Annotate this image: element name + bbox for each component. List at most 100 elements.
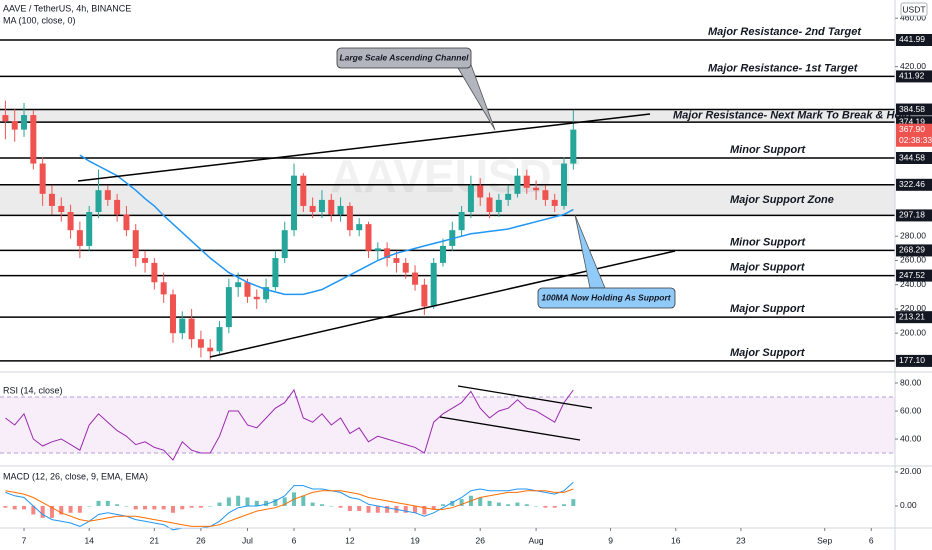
macd-hist xyxy=(515,502,520,506)
macd-hist xyxy=(40,505,45,518)
macd-hist xyxy=(236,495,241,506)
x-tick-label: 9 xyxy=(608,535,613,545)
x-tick-label: 6 xyxy=(292,535,297,545)
price-tag xyxy=(896,103,932,116)
y-tick-label: 240.00 xyxy=(900,279,926,289)
price-tag xyxy=(896,152,932,165)
macd-hist xyxy=(133,505,138,510)
x-tick-label: Sep xyxy=(817,535,832,545)
macd-hist xyxy=(282,497,287,506)
candle-body xyxy=(272,258,279,288)
y-tick-label: 460.00 xyxy=(900,12,926,22)
level-text: Major Resistance- 2nd Target xyxy=(708,26,862,38)
macd-hist xyxy=(385,505,390,513)
price-tag-label: 411.92 xyxy=(899,71,925,81)
x-tick-label: 21 xyxy=(150,535,160,545)
candle-body xyxy=(365,224,372,251)
candle-body xyxy=(477,185,484,198)
macd-hist xyxy=(31,505,36,515)
x-tick-label: 6 xyxy=(869,535,874,545)
level-text: Major Support xyxy=(730,261,806,273)
rsi-title: RSI (14, close) xyxy=(3,385,63,395)
currency[interactable]: USDT xyxy=(902,4,925,14)
candle-body xyxy=(486,197,493,213)
y-tick-label: 220.00 xyxy=(900,303,926,313)
candle-body xyxy=(533,187,540,191)
macd-hist xyxy=(105,500,110,506)
price-tag-label: 374.19 xyxy=(899,116,925,126)
candle-body xyxy=(67,212,74,231)
level-text: Major Support xyxy=(730,347,806,359)
candle-body xyxy=(207,347,214,352)
macd-hist xyxy=(506,504,511,506)
macd-hist xyxy=(273,499,278,506)
macd-hist xyxy=(431,505,436,510)
candle-body xyxy=(160,282,167,295)
candle-body xyxy=(2,115,9,122)
candle-body xyxy=(21,115,28,130)
watermark: AAVEUSDT xyxy=(330,150,580,202)
y-tick-label: 420.00 xyxy=(900,61,926,71)
x-tick-label: 26 xyxy=(196,535,206,545)
candle-body xyxy=(114,199,121,215)
macd-hist xyxy=(189,505,194,508)
macd-hist xyxy=(403,505,408,513)
callout-text: Large Scale Ascending Channel xyxy=(339,52,469,62)
y-tick-label: 280.00 xyxy=(900,230,926,240)
y-tick-label: 200.00 xyxy=(900,327,926,337)
x-tick-label: 23 xyxy=(736,535,746,545)
rsi-channel xyxy=(457,385,593,409)
level-text: Major Resistance- 1st Target xyxy=(708,62,859,74)
price-tag xyxy=(896,209,932,222)
candle-body xyxy=(467,185,474,213)
candle-body xyxy=(225,287,232,328)
candle-body xyxy=(495,199,502,213)
macd-hist xyxy=(552,505,557,508)
candle-body xyxy=(132,230,139,259)
price-tag-label: 213.21 xyxy=(899,311,925,321)
price-tag xyxy=(896,244,932,257)
candle-body xyxy=(439,245,446,263)
macd-hist xyxy=(310,502,315,506)
candle-body xyxy=(76,230,83,246)
macd-hist xyxy=(375,505,380,513)
zone-text: Major Resistance- Next Mark To Break & H… xyxy=(673,110,911,122)
candle-body xyxy=(393,258,400,263)
candle-body xyxy=(356,224,363,231)
candle-body xyxy=(421,284,428,307)
candle-body xyxy=(505,193,512,200)
price-tag-label: 268.29 xyxy=(899,245,925,255)
currency-box[interactable] xyxy=(900,2,928,17)
candle-body xyxy=(95,190,102,213)
candle-body xyxy=(123,214,130,231)
candle-body xyxy=(179,318,186,334)
macd-hist xyxy=(217,502,222,506)
zone-text: Major Support Zone xyxy=(730,194,834,206)
candle-body xyxy=(430,262,437,307)
candle-body xyxy=(300,175,307,206)
macd-hist xyxy=(478,497,483,506)
price-tag-label: 177.10 xyxy=(899,355,925,365)
candle-body xyxy=(384,248,391,259)
y-tick-label: 40.00 xyxy=(900,433,922,443)
candle-body xyxy=(318,199,325,213)
macd-hist xyxy=(571,499,576,506)
price-tag xyxy=(896,311,932,324)
macd-line xyxy=(5,481,574,531)
macd-hist xyxy=(115,504,120,506)
candle-body xyxy=(337,205,344,215)
candle-body xyxy=(561,163,568,206)
macd-hist xyxy=(170,505,175,513)
candle-body xyxy=(328,199,335,215)
level-text: Major Support xyxy=(730,303,806,315)
macd-hist xyxy=(208,505,213,507)
candle-body xyxy=(514,175,521,194)
price-tag xyxy=(896,269,932,282)
macd-hist xyxy=(543,505,548,508)
price-tag xyxy=(896,70,932,83)
current-price-tag xyxy=(896,123,932,147)
macd-title: MACD (12, 26, close, 9, EMA, EMA) xyxy=(3,471,148,481)
macd-hist xyxy=(357,505,362,512)
candle-body xyxy=(291,175,298,231)
